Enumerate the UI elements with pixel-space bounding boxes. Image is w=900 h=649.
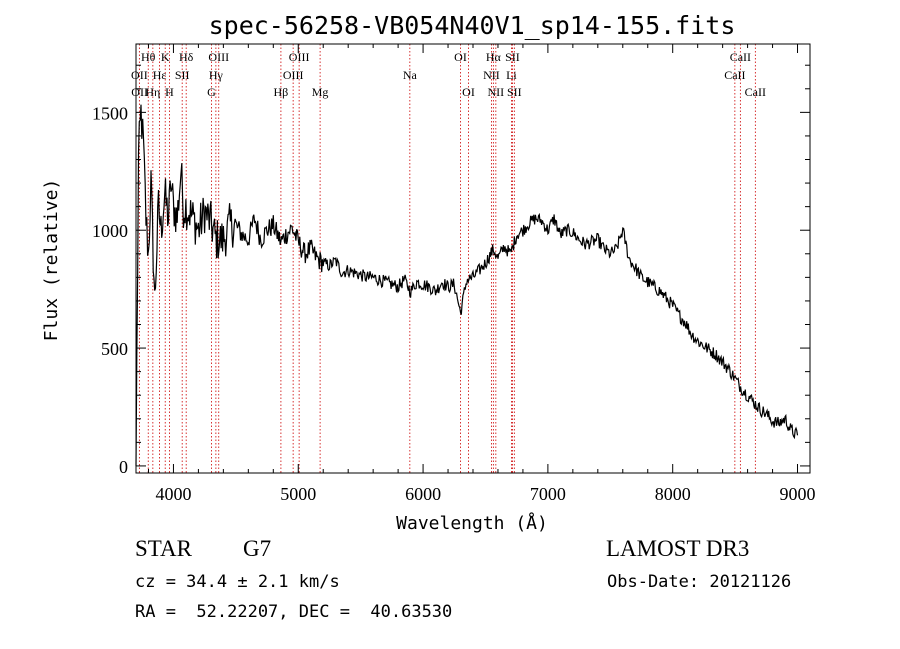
x-tick-label: 6000 [405,484,441,504]
line-label: OIII [289,50,310,64]
line-label: Na [403,68,418,82]
line-label: CaII [745,85,766,99]
line-label: Hβ [274,85,289,99]
line-label: CaII [724,68,745,82]
line-label: OI [462,85,475,99]
x-tick-label: 9000 [780,484,816,504]
star-subclass-label: G7 [243,536,272,561]
y-tick-label: 1500 [92,103,128,123]
y-axis-label: Flux (relative) [41,179,62,342]
axis-tick-labels: 4000 5000 6000 7000 8000 9000 0 500 1000 1500 [92,103,816,504]
line-label: Mg [312,85,329,99]
star-class-label: STAR [135,536,192,561]
line-label: OIII [283,68,304,82]
line-label: K [161,50,170,64]
spectrum-line [135,104,799,466]
y-tick-label: 500 [101,339,128,359]
x-tick-label: 8000 [655,484,691,504]
redshift-text: cz = 34.4 ± 2.1 km/s [135,572,340,592]
axis-ticks [136,44,810,473]
line-label: Hα [486,50,502,64]
line-label: SII [507,85,522,99]
line-label: SII [505,50,520,64]
line-label: OII [131,85,148,99]
y-tick-label: 1000 [92,221,128,241]
line-label: Hδ [179,50,194,64]
y-tick-label: 0 [119,457,128,477]
line-label: OIII [208,50,229,64]
line-label: NII [483,68,500,82]
line-label: Hε [153,68,167,82]
line-label: Li [506,68,517,82]
line-label: H [165,85,174,99]
survey-label: LAMOST DR3 [606,536,750,561]
line-label: Hγ [209,68,224,82]
line-label: Hη [145,85,160,99]
line-label: G [207,85,216,99]
obs-date-text: Obs-Date: 20121126 [607,572,792,592]
line-label: NII [488,85,505,99]
chart-title: spec-56258-VB054N40V1_sp14-155.fits [209,11,736,40]
plot-frame [135,43,811,474]
line-label: OI [454,50,467,64]
x-tick-label: 5000 [280,484,316,504]
x-tick-label: 4000 [155,484,191,504]
x-axis-label: Wavelength (Å) [396,512,548,534]
line-markers [138,44,756,473]
radec-text: RA = 52.22207, DEC = 40.63530 [135,602,453,622]
line-label: OII [131,68,148,82]
line-label: CaII [730,50,751,64]
x-tick-label: 7000 [530,484,566,504]
line-label: Hθ [141,50,156,64]
line-label: SII [175,68,190,82]
